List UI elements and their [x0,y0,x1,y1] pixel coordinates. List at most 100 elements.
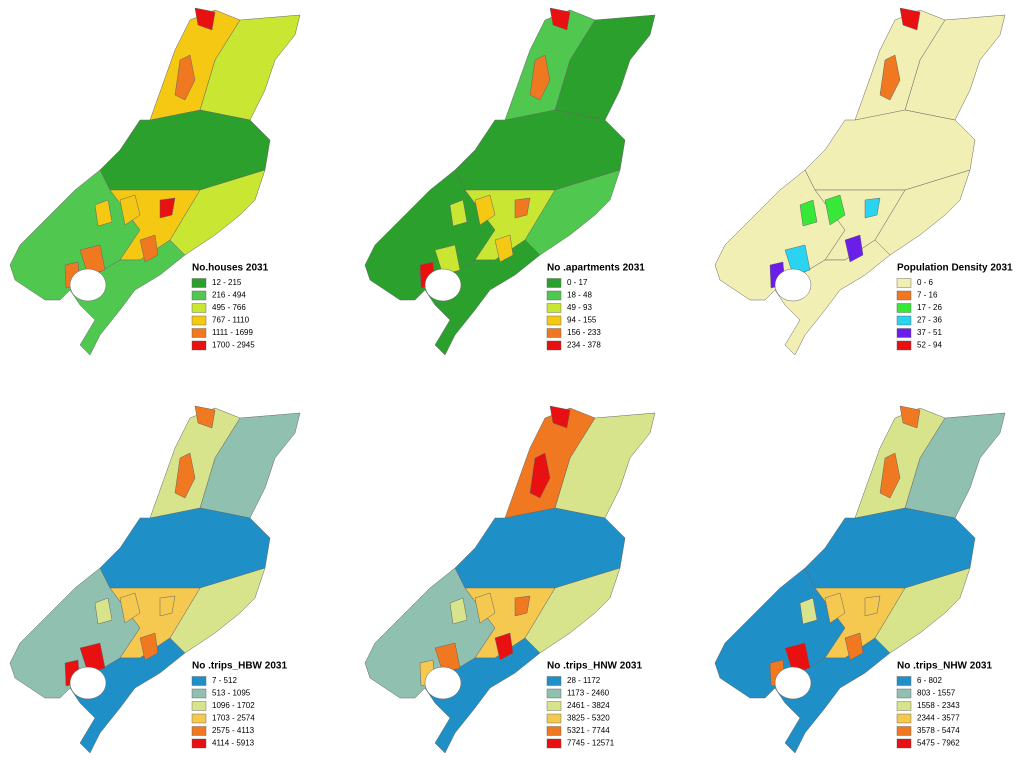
legend-swatch [896,328,912,338]
map-zone [784,642,811,674]
legend-label: 2344 - 3577 [917,714,960,723]
legend-label: 1700 - 2945 [212,341,255,350]
legend-swatch [896,688,912,699]
map-zone [159,197,176,219]
map-zone [119,592,141,624]
map-zone [824,194,846,226]
legend-title: No .apartments 2031 [547,263,645,274]
map-zone [824,592,846,624]
legend-label: 7 - 512 [212,676,237,685]
legend-title: No .trips_NHW 2031 [897,661,992,672]
legend-label: 5321 - 7744 [567,726,610,735]
legend-swatch [896,278,912,288]
legend-swatch [191,688,207,699]
map-zone [514,595,531,617]
legend-swatch [546,676,562,686]
map-zone [799,597,818,625]
legend-swatch [191,278,207,288]
legend-label: 1558 - 2343 [917,701,960,710]
legend-swatch [896,738,912,749]
legend-swatch [191,340,207,351]
legend-label: 0 - 6 [917,278,934,287]
legend-swatch [896,713,912,724]
map-zone [194,405,216,429]
legend-label: 5475 - 7962 [917,739,960,748]
legend-label: 513 - 1095 [212,689,251,698]
legend-swatch [546,290,562,301]
map-zone [864,595,881,617]
legend-label: 2575 - 4113 [212,726,255,735]
legend-swatch [546,738,562,749]
map-zone [879,54,901,101]
map-zone [424,637,541,754]
legend-swatch [191,738,207,749]
map-panel: No .apartments 2031 0 - 17 18 - 48 49 - 93 9… [364,7,656,356]
legend-swatch [896,701,912,711]
legend-label: 216 - 494 [212,291,246,300]
map-panel: No.houses 2031 12 - 215 216 - 494 495 - 766… [9,7,301,356]
legend-swatch [546,340,562,351]
map-zone [79,642,106,674]
map-zone [424,239,541,356]
map-zone [799,199,818,227]
legend-label: 7745 - 12571 [567,739,615,748]
harbour [69,666,107,700]
legend-label: 27 - 36 [917,316,942,325]
harbour [424,666,462,700]
legend-label: 7 - 16 [917,291,938,300]
legend-label: 52 - 94 [917,341,942,350]
map-zone [94,597,113,625]
legend-label: 3578 - 5474 [917,726,960,735]
map-zone [449,199,468,227]
map-zone [549,405,571,429]
legend-label: 1096 - 1702 [212,701,255,710]
map-zone [879,452,901,499]
legend-swatch [546,688,562,699]
map-zone [139,234,159,263]
map-zone [119,194,141,226]
map-zone [514,197,531,219]
legend-title: No .trips_HNW 2031 [547,661,642,672]
harbour [774,666,812,700]
map-zone [94,199,113,227]
legend-swatch [896,303,912,313]
map-zone [69,637,186,754]
legend-swatch [896,340,912,351]
legend-label: 28 - 1172 [567,676,601,685]
map-zone [174,452,196,499]
legend-label: 6 - 802 [917,676,942,685]
map-zone [774,637,891,754]
map-zone [69,239,186,356]
legend-label: 234 - 378 [567,341,601,350]
legend-swatch [546,726,562,736]
harbour [69,268,107,302]
map-zone [194,7,216,31]
map-panel: Population Density 2031 0 - 6 7 - 16 17 - 2… [714,7,1013,356]
map-zone [474,194,496,226]
map-zone [864,197,881,219]
legend-label: 12 - 215 [212,278,242,287]
legend-swatch [191,676,207,686]
legend-label: 2461 - 3824 [567,701,610,710]
legend-title: No.houses 2031 [192,263,269,274]
legend-swatch [546,278,562,288]
legend-swatch [191,713,207,724]
legend-label: 3825 - 5320 [567,714,610,723]
legend-label: 18 - 48 [567,291,592,300]
legend-label: 803 - 1557 [917,689,956,698]
legend-swatch [546,303,562,313]
legend-swatch [896,676,912,686]
legend-swatch [896,290,912,301]
legend-swatch [896,726,912,736]
map-zone [434,642,461,674]
legend-swatch [546,713,562,724]
legend-label: 1173 - 2460 [567,689,610,698]
map-panel: No .trips_HBW 2031 7 - 512 513 - 1095 1096 … [9,405,301,754]
map-zone [474,592,496,624]
legend-label: 0 - 17 [567,278,588,287]
harbour [774,268,812,302]
map-zone [899,405,921,429]
map-zone [844,632,864,661]
legend-swatch [191,303,207,313]
